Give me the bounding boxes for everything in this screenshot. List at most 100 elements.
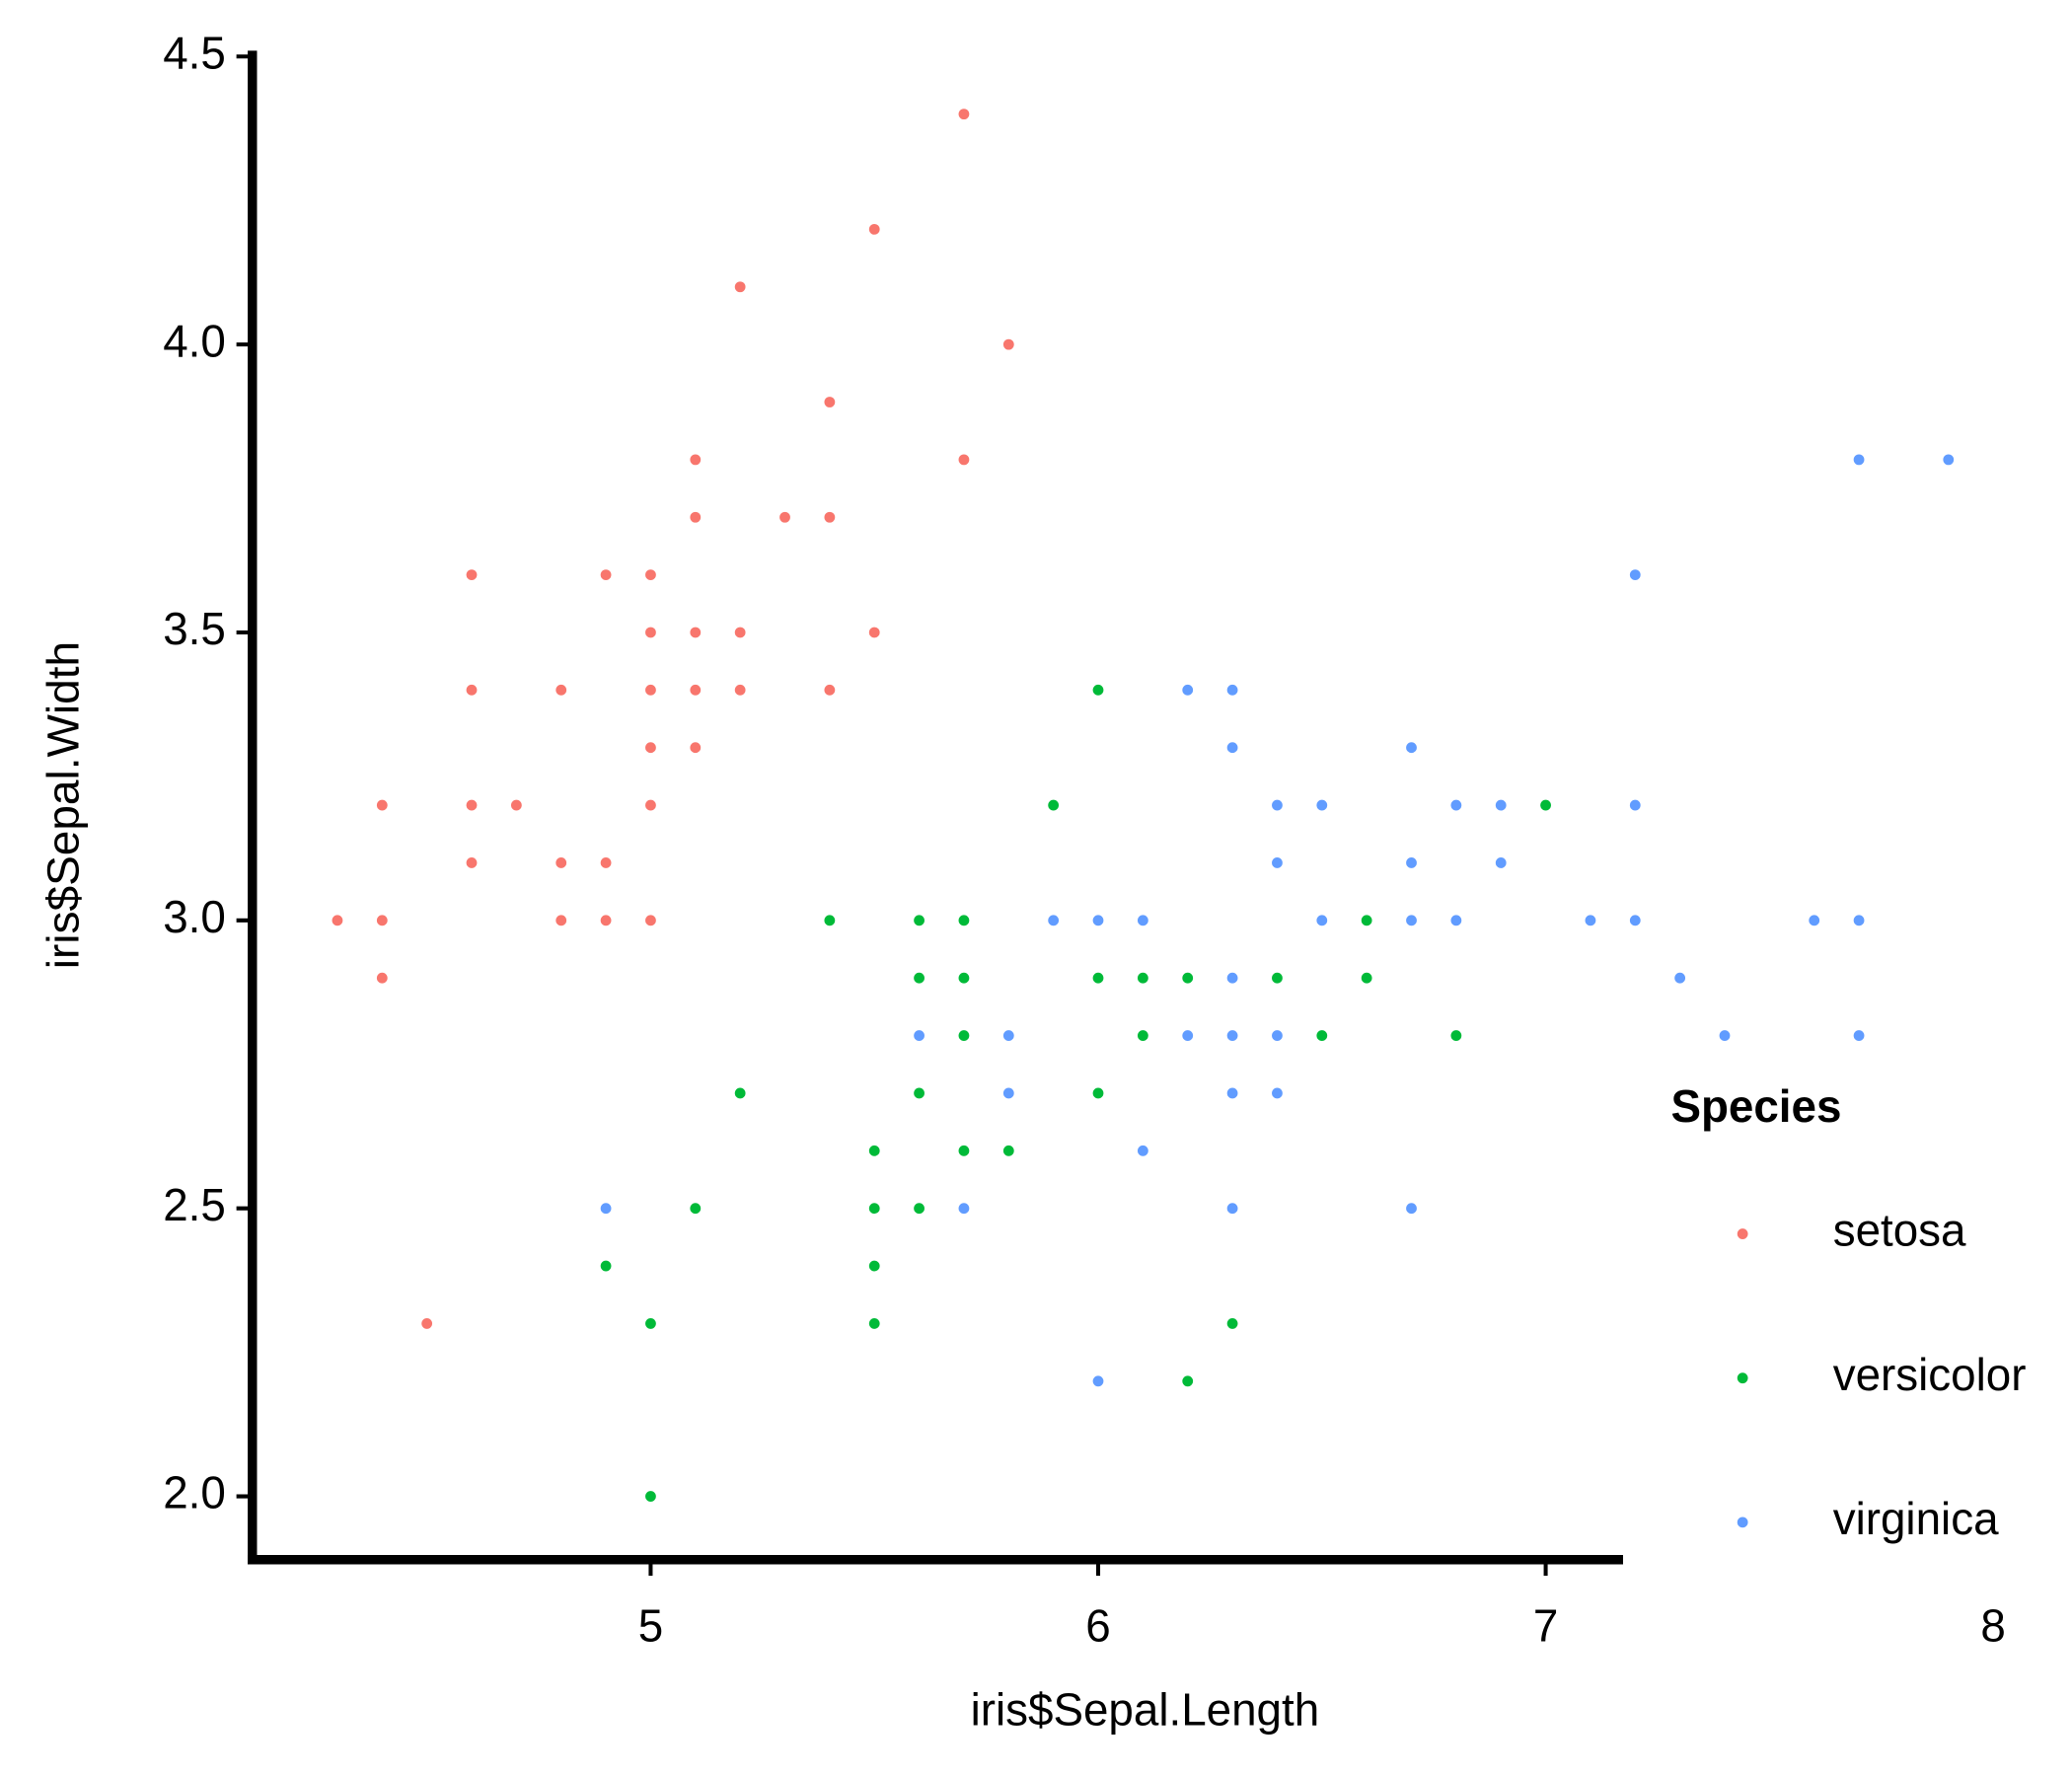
point — [1226, 1030, 1238, 1041]
point — [734, 1087, 746, 1099]
point — [510, 799, 522, 811]
point — [1226, 972, 1238, 984]
point — [645, 1318, 656, 1329]
point — [690, 742, 702, 754]
point — [1406, 857, 1417, 868]
point — [1450, 1030, 1462, 1041]
x-tick-label: 7 — [1533, 1599, 1558, 1651]
point — [600, 915, 612, 926]
point — [1137, 1030, 1148, 1041]
legend-label: versicolor — [1833, 1349, 2027, 1400]
x-tick-label: 6 — [1085, 1599, 1110, 1651]
point — [914, 1087, 925, 1099]
legend-marker — [1737, 1517, 1748, 1528]
point — [1182, 1375, 1194, 1387]
point — [1002, 1030, 1014, 1041]
point — [1182, 684, 1194, 696]
point — [1092, 1087, 1104, 1099]
point — [824, 511, 836, 523]
point — [734, 684, 746, 696]
point — [1943, 454, 1955, 466]
point — [1585, 915, 1596, 926]
legend-background — [1623, 1055, 2072, 1590]
point — [868, 627, 880, 638]
point — [1853, 1030, 1865, 1041]
point — [958, 915, 970, 926]
point — [1406, 915, 1417, 926]
point — [1406, 742, 1417, 754]
point — [1450, 915, 1462, 926]
point — [376, 799, 388, 811]
point — [1226, 684, 1238, 696]
point — [824, 397, 836, 407]
y-tick-label: 3.0 — [163, 891, 226, 942]
point — [1853, 454, 1865, 466]
point — [958, 1030, 970, 1041]
legend-label: virginica — [1833, 1493, 1999, 1544]
point — [690, 454, 702, 466]
point — [1272, 1030, 1283, 1041]
point — [958, 972, 970, 984]
x-tick-label: 8 — [1980, 1599, 2005, 1651]
point — [332, 915, 343, 926]
y-tick-label: 4.0 — [163, 315, 226, 366]
point — [779, 511, 790, 523]
y-tick-label: 4.5 — [163, 27, 226, 78]
point — [1853, 915, 1865, 926]
x-tick-label: 5 — [638, 1599, 663, 1651]
point — [824, 915, 836, 926]
point — [645, 627, 656, 638]
point — [1406, 1203, 1417, 1215]
x-axis-title: iris$Sepal.Length — [971, 1683, 1320, 1735]
point — [824, 684, 836, 696]
point — [958, 1145, 970, 1156]
point — [1002, 1087, 1014, 1099]
point — [376, 972, 388, 984]
point — [1629, 569, 1641, 581]
point — [1226, 742, 1238, 754]
point — [466, 799, 478, 811]
point — [466, 684, 478, 696]
legend-label: setosa — [1833, 1205, 1966, 1256]
point — [600, 857, 612, 868]
point — [376, 915, 388, 926]
point — [868, 1260, 880, 1272]
point — [1226, 1318, 1238, 1329]
point — [868, 1145, 880, 1156]
point — [600, 1260, 612, 1272]
point — [734, 627, 746, 638]
y-tick-label: 2.0 — [163, 1467, 226, 1518]
point — [1182, 1030, 1194, 1041]
point — [421, 1318, 433, 1329]
legend-marker — [1737, 1228, 1748, 1239]
point — [1226, 1203, 1238, 1215]
point — [1048, 799, 1060, 811]
point — [645, 742, 656, 754]
point — [1272, 799, 1283, 811]
point — [1629, 915, 1641, 926]
point — [914, 915, 925, 926]
point — [958, 1203, 970, 1215]
point — [1316, 1030, 1328, 1041]
point — [645, 799, 656, 811]
point — [914, 1203, 925, 1215]
point — [1002, 338, 1014, 350]
point — [1316, 799, 1328, 811]
point — [1540, 799, 1551, 811]
point — [1137, 972, 1148, 984]
point — [958, 109, 970, 120]
point — [645, 569, 656, 581]
point — [1719, 1030, 1731, 1041]
legend-marker — [1737, 1372, 1748, 1384]
point — [914, 1030, 925, 1041]
y-tick-label: 2.5 — [163, 1179, 226, 1230]
point — [868, 223, 880, 235]
point — [1495, 857, 1507, 868]
point — [690, 1203, 702, 1215]
point — [645, 915, 656, 926]
point — [1629, 799, 1641, 811]
point — [600, 1203, 612, 1215]
point — [1450, 799, 1462, 811]
point — [1092, 972, 1104, 984]
